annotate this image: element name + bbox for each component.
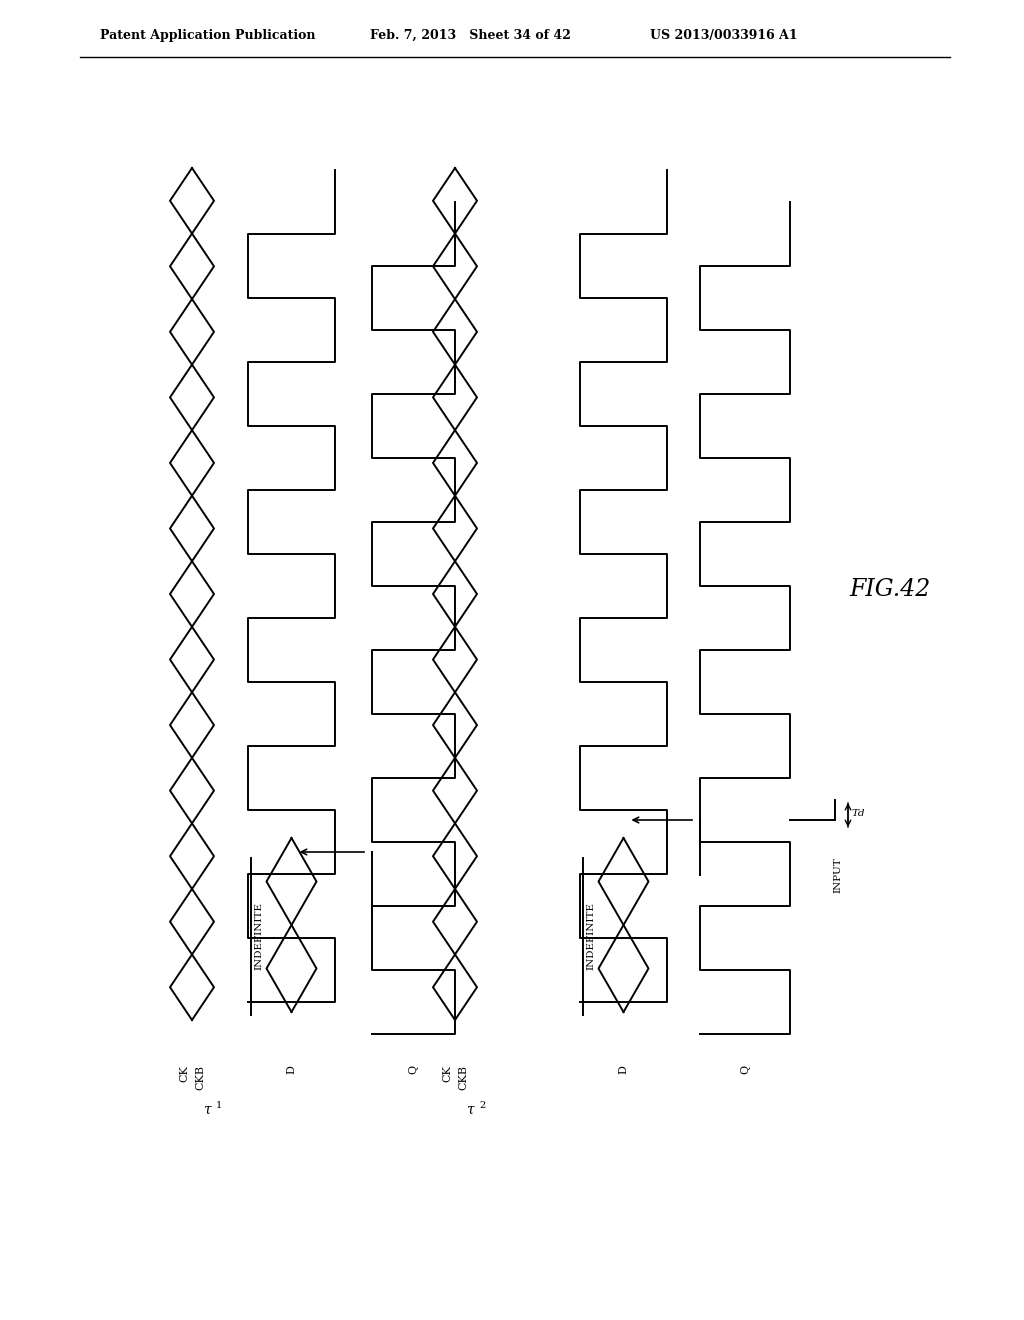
Text: Td: Td xyxy=(851,808,864,817)
Text: INDEFINITE: INDEFINITE xyxy=(255,903,263,970)
Text: INDEFINITE: INDEFINITE xyxy=(587,903,596,970)
Text: Q: Q xyxy=(740,1065,750,1074)
Text: FIG.42: FIG.42 xyxy=(849,578,931,602)
Text: US 2013/0033916 A1: US 2013/0033916 A1 xyxy=(650,29,798,42)
Text: INPUT: INPUT xyxy=(834,857,843,892)
Text: CKB: CKB xyxy=(458,1065,468,1090)
Text: Feb. 7, 2013   Sheet 34 of 42: Feb. 7, 2013 Sheet 34 of 42 xyxy=(370,29,570,42)
Text: Patent Application Publication: Patent Application Publication xyxy=(100,29,315,42)
Text: D: D xyxy=(618,1065,629,1074)
Text: 2: 2 xyxy=(479,1101,485,1110)
Text: Q: Q xyxy=(409,1065,419,1074)
Text: τ: τ xyxy=(466,1104,474,1117)
Text: 1: 1 xyxy=(216,1101,222,1110)
Text: CK: CK xyxy=(179,1065,189,1082)
Text: CK: CK xyxy=(442,1065,452,1082)
Text: D: D xyxy=(287,1065,297,1074)
Text: τ: τ xyxy=(203,1104,211,1117)
Text: CKB: CKB xyxy=(195,1065,205,1090)
